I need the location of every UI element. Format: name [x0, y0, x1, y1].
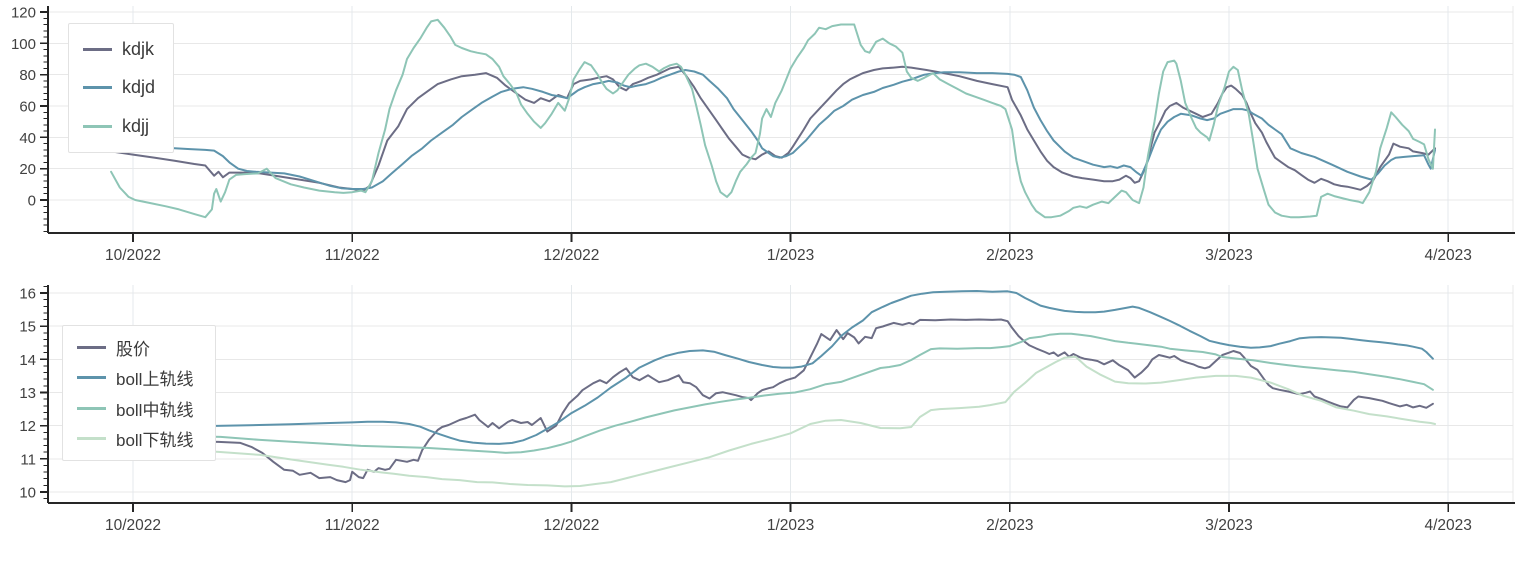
x-tick-label: 2/2023: [986, 247, 1033, 264]
x-tick-label: 4/2023: [1424, 247, 1471, 264]
kdj-chart: 0 20 40 60 80 100 120 10/2022 11/2022 12/2022 1/20…: [11, 4, 1515, 264]
y-tick-label: 12: [19, 418, 36, 435]
legend-label-kdjd: kdjd: [122, 77, 156, 98]
legend-item-boll-mid: boll中轨线: [77, 396, 215, 421]
y-tick-label: 0: [28, 193, 36, 210]
y-tick-label: 10: [19, 485, 36, 502]
legend-label-kdjj: kdjj: [122, 116, 150, 137]
kdjd-line-swatch-icon: [83, 86, 112, 90]
boll-price-chart: 10 11 12 13 14 15 16 10/2022 11/2022 12/2022 1/202…: [19, 285, 1515, 534]
x-tick-label: 12/2022: [543, 517, 599, 534]
y-tick-label: 120: [11, 4, 36, 21]
boll-legend: 股价 boll上轨线 boll中轨线 boll下轨线: [62, 325, 216, 461]
x-tick-label: 11/2022: [325, 247, 380, 264]
legend-item-kdjj: kdjj: [83, 116, 173, 137]
y-tick-label: 11: [20, 451, 36, 468]
series-line-kdjd: [110, 69, 1436, 190]
legend-label-boll-mid: boll中轨线: [116, 400, 194, 420]
series-line-boll上轨线: [110, 290, 1434, 445]
y-tick-label: 15: [19, 319, 36, 336]
x-tick-label: 1/2023: [767, 247, 814, 264]
x-tick-label: 4/2023: [1424, 517, 1471, 534]
legend-label-kdjk: kdjk: [122, 38, 155, 59]
kdj-legend: kdjk kdjd kdjj: [68, 23, 174, 153]
x-tick-label: 10/2022: [105, 247, 161, 264]
legend-label-boll-lower: boll下轨线: [116, 431, 194, 451]
y-tick-label: 40: [19, 130, 36, 147]
x-tick-label: 12/2022: [543, 247, 599, 264]
boll-upper-line-swatch-icon: [77, 376, 106, 380]
legend-item-price: 股价: [77, 335, 215, 360]
legend-label-price: 股价: [116, 339, 150, 359]
series-line-boll下轨线: [110, 355, 1436, 488]
y-tick-label: 100: [11, 36, 36, 53]
x-tick-label: 11/2022: [325, 517, 380, 534]
x-tick-label: 2/2023: [986, 517, 1033, 534]
x-tick-label: 10/2022: [105, 517, 161, 534]
y-tick-label: 14: [19, 352, 36, 369]
x-tick-label: 3/2023: [1205, 517, 1252, 534]
legend-item-boll-upper: boll上轨线: [77, 365, 215, 390]
kdjj-line-swatch-icon: [83, 125, 112, 129]
legend-label-boll-upper: boll上轨线: [116, 370, 194, 390]
y-tick-label: 13: [19, 385, 36, 402]
legend-item-kdjd: kdjd: [83, 77, 173, 98]
y-tick-label: 16: [19, 286, 36, 303]
series-line-boll中轨线: [110, 332, 1434, 454]
x-tick-label: 1/2023: [767, 517, 814, 534]
y-tick-label: 80: [19, 67, 36, 84]
kdjk-line-swatch-icon: [83, 47, 112, 51]
y-tick-label: 20: [19, 161, 36, 178]
series-line-kdjk: [110, 65, 1436, 192]
y-tick-label: 60: [19, 98, 36, 115]
boll-mid-line-swatch-icon: [77, 406, 106, 410]
series-line-kdjj: [110, 18, 1436, 219]
x-tick-label: 3/2023: [1205, 247, 1252, 264]
legend-item-boll-lower: boll下轨线: [77, 426, 215, 451]
legend-item-kdjk: kdjk: [83, 39, 173, 60]
series-line-股价: [110, 318, 1434, 484]
price-line-swatch-icon: [77, 345, 106, 349]
boll-lower-line-swatch-icon: [77, 437, 106, 441]
